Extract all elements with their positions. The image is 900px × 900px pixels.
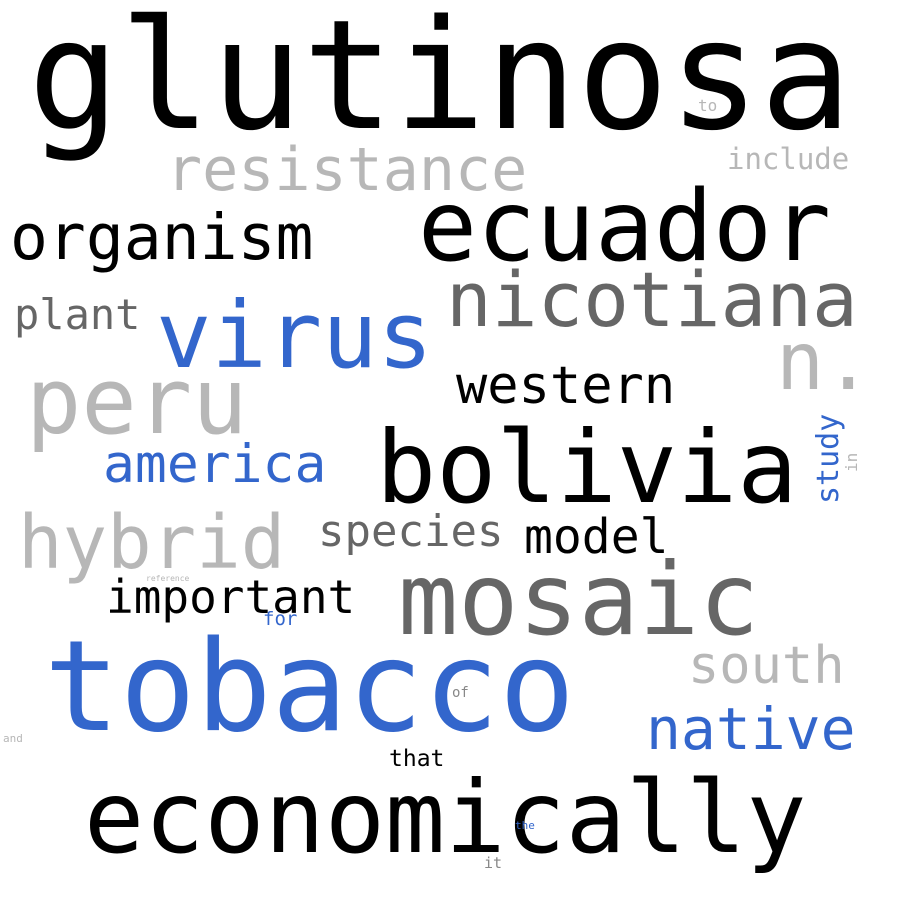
word-include: include [727, 142, 850, 176]
word-model: model [524, 509, 669, 565]
word-and: and [3, 732, 23, 745]
word-tobacco: tobacco [44, 613, 576, 760]
word-organism: organism [10, 201, 314, 274]
word-mosaic: mosaic [398, 541, 760, 658]
word-bolivia: bolivia [376, 409, 798, 526]
word-virus: virus [156, 282, 433, 389]
word-hybrid: hybrid [18, 500, 286, 586]
word-nicotiana: nicotiana [446, 255, 858, 344]
word-in: in [842, 452, 861, 472]
word-native: native [646, 695, 856, 763]
word-ecuador: ecuador [418, 170, 832, 284]
word-south: south [688, 636, 845, 696]
word-n: n. [776, 315, 873, 408]
word-western: western [456, 356, 676, 416]
word-economically: economically [84, 759, 807, 876]
word-reference: reference [146, 574, 190, 583]
word-glutinosa: glutinosa [28, 0, 852, 164]
word-to: to [698, 96, 718, 115]
word-of: of [452, 685, 469, 701]
word-species: species [318, 506, 504, 557]
word-it: it [484, 854, 503, 872]
word-resistance: resistance [166, 135, 528, 205]
word-study: study [811, 413, 846, 504]
word-america: america [103, 434, 327, 495]
word-that: that [389, 746, 445, 772]
word-important: important [106, 570, 356, 624]
word-peru: peru [26, 348, 248, 455]
word-the: the [515, 819, 535, 832]
word-plant: plant [14, 290, 141, 339]
word-for: for [263, 608, 298, 630]
